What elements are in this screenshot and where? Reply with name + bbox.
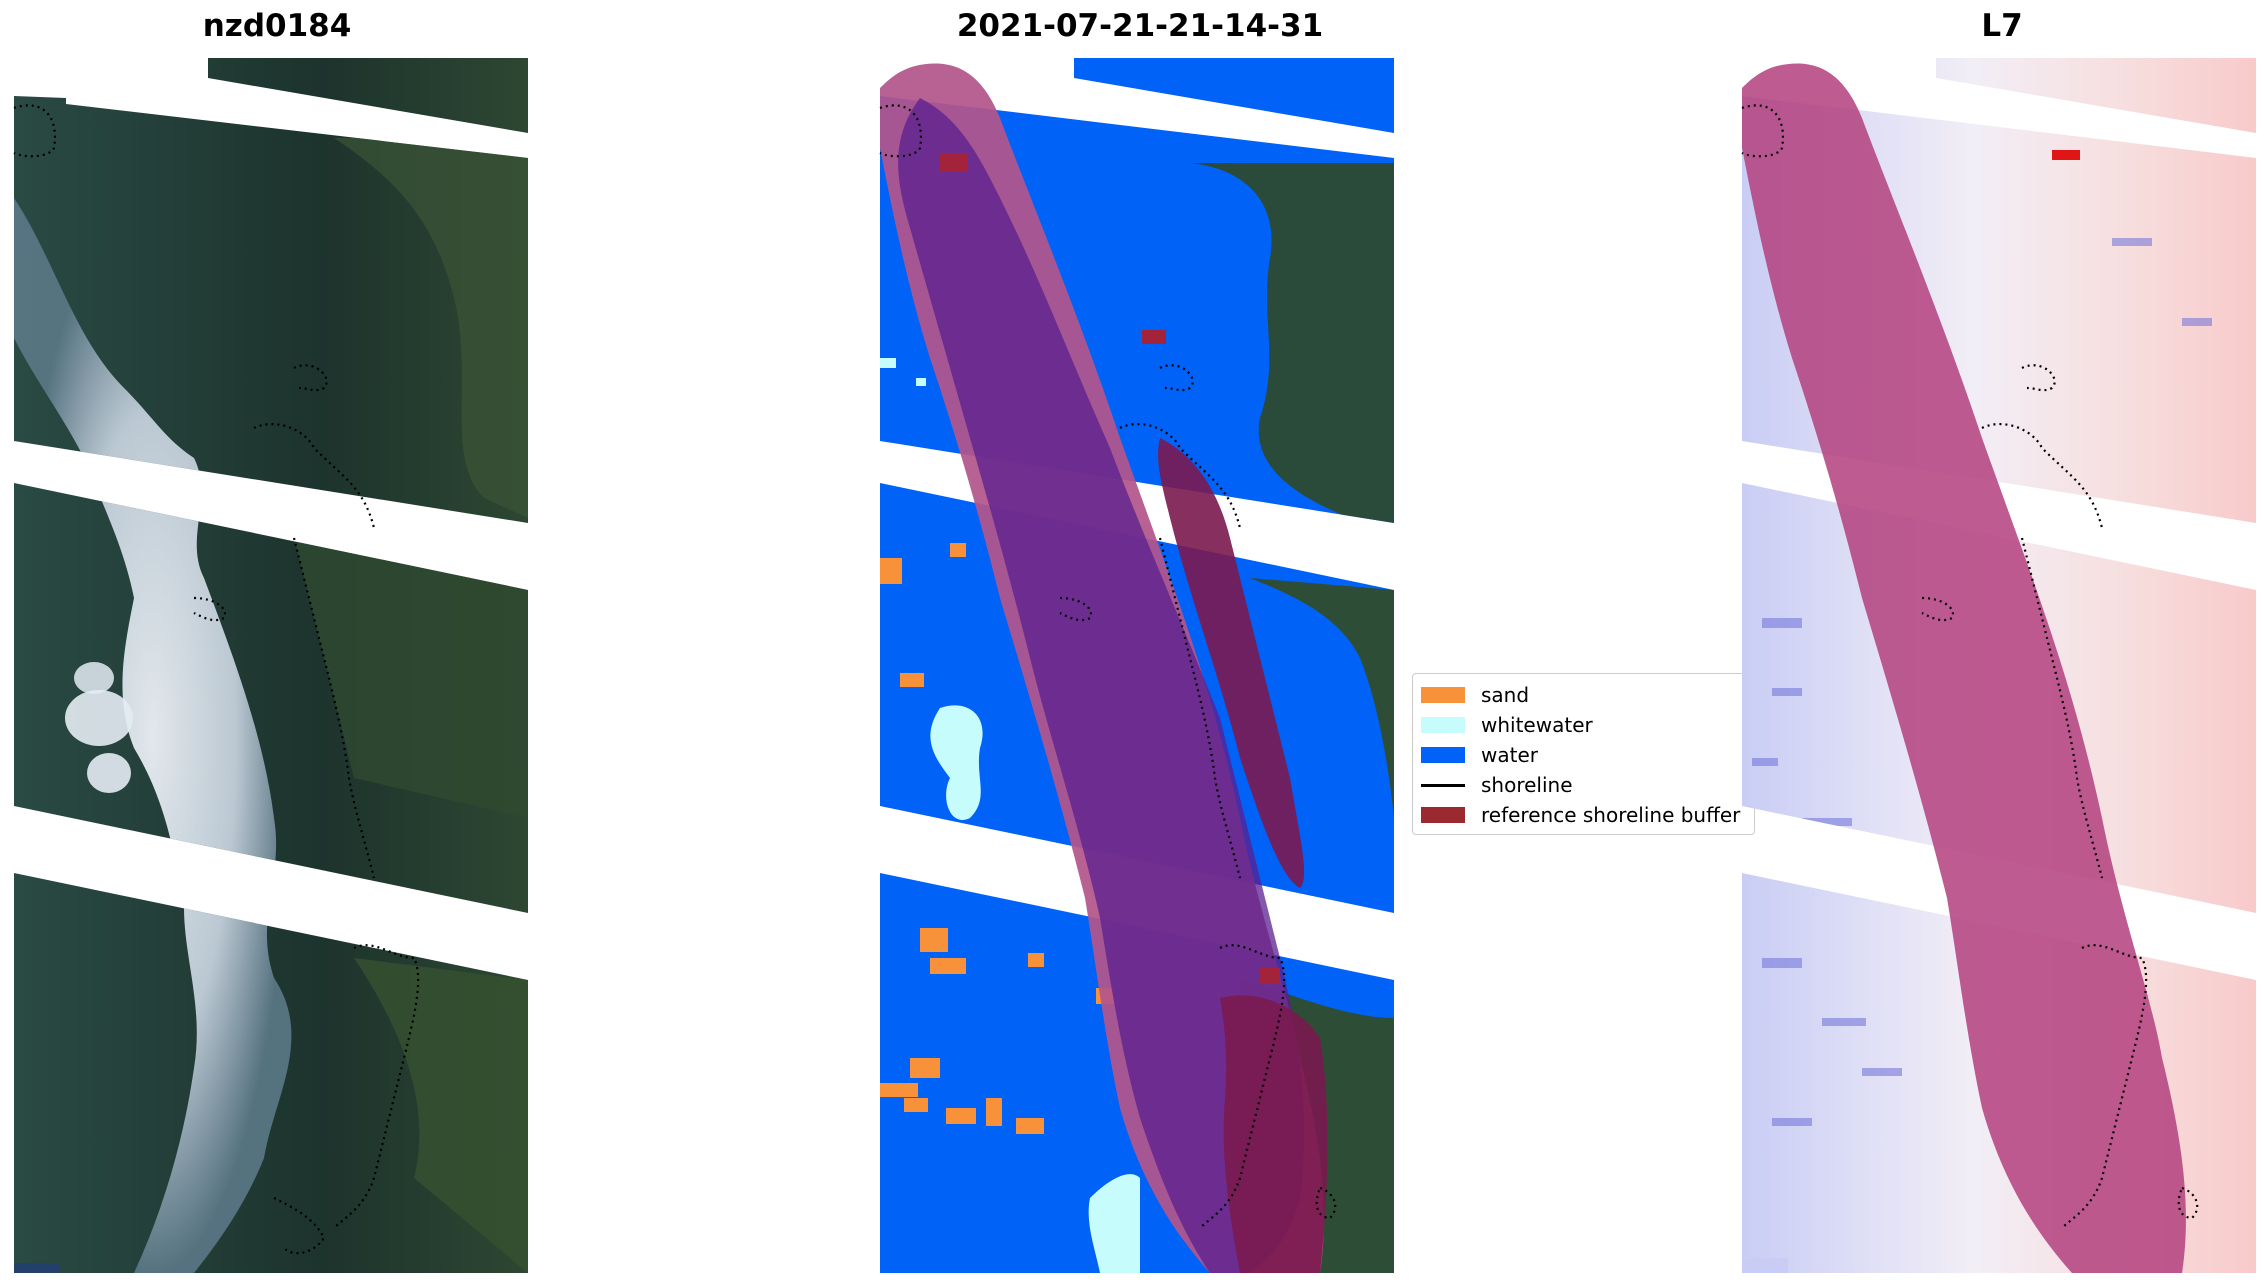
legend-item-shoreline: shoreline xyxy=(1421,770,1746,800)
legend-label-whitewater: whitewater xyxy=(1481,713,1593,737)
shoreline-index xyxy=(1741,104,2199,1229)
legend-swatch-whitewater xyxy=(1421,717,1465,733)
index-image-panel xyxy=(1741,58,2256,1274)
legend-item-whitewater: whitewater xyxy=(1421,710,1746,740)
classified-image-panel xyxy=(879,58,1394,1274)
rgb-image-panel xyxy=(13,58,528,1273)
legend-label-shoreline: shoreline xyxy=(1481,773,1573,797)
panel-title-rgb: nzd0184 xyxy=(202,8,352,44)
legend-line-shoreline xyxy=(1421,783,1465,787)
legend-label-buffer: reference shoreline buffer xyxy=(1481,803,1741,827)
panel-title-index: L7 xyxy=(1981,8,2023,44)
legend-swatch-water xyxy=(1421,747,1465,763)
legend-label-water: water xyxy=(1481,743,1538,767)
shoreline-classified xyxy=(879,104,1337,1229)
legend-swatch-sand xyxy=(1421,687,1465,703)
panel-title-classified: 2021-07-21-21-14-31 xyxy=(956,8,1324,44)
shoreline-rgb xyxy=(13,104,420,1255)
legend-item-buffer: reference shoreline buffer xyxy=(1421,800,1746,830)
shoreline-buffer-index xyxy=(1742,63,2186,1274)
legend-item-water: water xyxy=(1421,740,1746,770)
legend-label-sand: sand xyxy=(1481,683,1530,707)
legend: sand whitewater water shoreline referenc… xyxy=(1412,673,1755,835)
legend-swatch-buffer xyxy=(1421,807,1465,823)
legend-item-sand: sand xyxy=(1421,680,1746,710)
